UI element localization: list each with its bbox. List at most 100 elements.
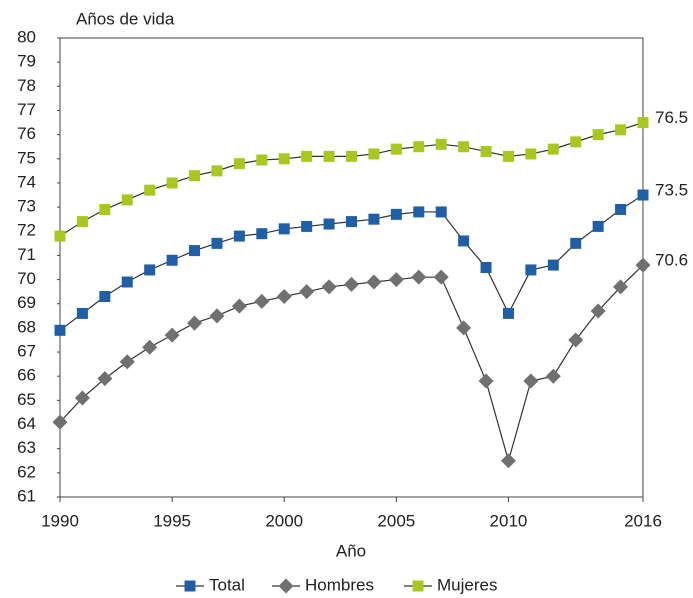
legend-label: Hombres xyxy=(305,575,374,594)
x-tick-label: 1995 xyxy=(153,511,191,530)
data-point xyxy=(231,298,247,314)
y-tick-label: 76 xyxy=(17,124,36,143)
data-point xyxy=(435,206,447,218)
legend-label: Mujeres xyxy=(437,575,497,594)
data-point xyxy=(592,129,604,141)
data-point xyxy=(637,117,649,129)
data-point xyxy=(301,150,313,162)
data-point xyxy=(411,269,427,285)
data-point xyxy=(142,339,158,355)
data-point xyxy=(613,279,629,295)
data-point xyxy=(523,373,539,389)
data-point xyxy=(321,279,337,295)
data-point xyxy=(164,327,180,343)
data-point xyxy=(76,216,88,228)
y-tick-label: 62 xyxy=(17,462,36,481)
data-point xyxy=(502,307,514,319)
data-point xyxy=(99,204,111,216)
data-point xyxy=(301,220,313,232)
y-tick-label: 78 xyxy=(17,76,36,95)
data-point xyxy=(590,303,606,319)
data-point xyxy=(615,204,627,216)
data-point xyxy=(233,158,245,170)
y-tick-label: 77 xyxy=(17,100,36,119)
data-point xyxy=(637,189,649,201)
data-point xyxy=(346,150,357,162)
x-tick-label: 1990 xyxy=(41,511,79,530)
x-tick-label: 2000 xyxy=(265,511,303,530)
x-tick-label: 2016 xyxy=(624,511,662,530)
data-point xyxy=(278,153,290,165)
data-point xyxy=(480,262,492,273)
data-point xyxy=(166,177,178,189)
data-point xyxy=(54,230,66,242)
legend-marker xyxy=(278,578,294,594)
data-point xyxy=(187,315,203,331)
data-point xyxy=(458,235,470,247)
x-tick-label: 2010 xyxy=(490,511,528,530)
data-point xyxy=(390,208,402,220)
data-point xyxy=(256,154,268,166)
y-tick-label: 74 xyxy=(17,172,36,191)
y-tick-label: 61 xyxy=(17,486,36,505)
y-tick-label: 72 xyxy=(17,221,36,240)
data-point xyxy=(570,136,582,148)
data-point xyxy=(433,269,449,285)
y-tick-label: 69 xyxy=(17,293,36,312)
data-point xyxy=(323,218,335,230)
data-point xyxy=(76,307,88,319)
data-point xyxy=(52,414,68,430)
data-point xyxy=(456,320,472,336)
data-point xyxy=(189,245,201,257)
data-point xyxy=(388,272,404,288)
data-point xyxy=(144,184,156,196)
data-point xyxy=(211,237,223,249)
data-point xyxy=(478,373,494,389)
data-point xyxy=(166,254,178,266)
data-point xyxy=(568,332,584,348)
data-point xyxy=(209,308,225,324)
end-value-label: 70.6 xyxy=(655,251,688,270)
data-point xyxy=(435,138,447,150)
data-point xyxy=(54,324,66,336)
data-point xyxy=(570,237,582,249)
y-tick-label: 75 xyxy=(17,148,36,167)
data-point xyxy=(525,148,537,160)
data-point xyxy=(344,276,359,292)
data-point xyxy=(211,165,223,177)
x-axis-title: Año xyxy=(336,541,366,560)
data-point xyxy=(119,354,135,370)
y-tick-label: 64 xyxy=(17,414,36,433)
data-point xyxy=(635,257,651,273)
data-point xyxy=(413,206,425,218)
data-point xyxy=(144,264,156,276)
end-value-label: 73.5 xyxy=(655,181,688,200)
y-tick-label: 70 xyxy=(17,269,36,288)
series-line xyxy=(59,264,644,463)
x-tick-label: 2005 xyxy=(377,511,415,530)
data-point xyxy=(233,230,245,242)
y-tick-label: 79 xyxy=(17,52,36,71)
data-point xyxy=(121,276,133,288)
y-tick-label: 66 xyxy=(17,366,36,385)
data-point xyxy=(413,141,425,153)
data-point xyxy=(502,150,514,162)
data-point xyxy=(299,284,315,300)
data-point xyxy=(74,390,90,406)
data-point xyxy=(547,259,559,271)
end-value-label: 76.5 xyxy=(655,108,688,127)
y-axis-title: Años de vida xyxy=(76,9,175,28)
data-point xyxy=(366,274,382,290)
y-tick-label: 65 xyxy=(17,390,36,409)
legend-label: Total xyxy=(209,575,245,594)
legend-marker xyxy=(184,580,196,592)
data-point xyxy=(545,368,561,384)
data-point xyxy=(256,228,268,240)
data-point xyxy=(592,220,604,232)
data-point xyxy=(525,264,537,276)
data-point xyxy=(480,146,492,158)
data-point xyxy=(368,148,380,160)
data-point xyxy=(368,213,380,225)
data-point xyxy=(254,293,270,309)
